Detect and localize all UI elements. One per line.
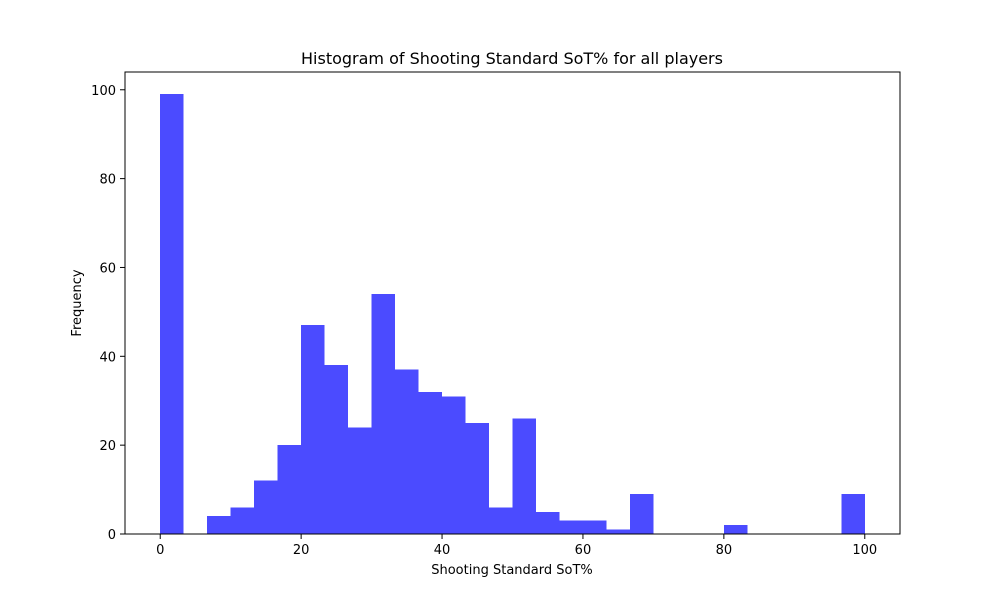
- histogram-bar: [254, 480, 278, 534]
- histogram-bar: [535, 511, 560, 534]
- axes-layer: 0 20 40 60 80 100 0 20 40 60 80 100: [91, 71, 901, 558]
- plot-frame: [124, 71, 901, 535]
- y-tick-label: 60: [99, 261, 116, 276]
- histogram-bar: [582, 520, 607, 534]
- histogram-bar: [418, 391, 443, 534]
- histogram-bar: [629, 494, 654, 534]
- histogram-bar: [207, 516, 231, 534]
- histogram-bar: [395, 369, 419, 534]
- histogram-bar: [160, 94, 184, 535]
- x-tick-label: 0: [156, 543, 164, 558]
- y-tick-label: 100: [91, 84, 116, 99]
- bars-layer: [160, 94, 865, 535]
- histogram-bar: [606, 529, 630, 534]
- histogram-bar: [442, 396, 466, 534]
- histogram-bar: [489, 507, 513, 534]
- x-tick-label: 20: [293, 543, 310, 558]
- histogram-bar: [324, 365, 349, 534]
- y-tick-label: 80: [99, 173, 116, 188]
- histogram-bar: [277, 445, 302, 534]
- y-tick-label: 0: [108, 528, 116, 543]
- histogram-bar: [371, 294, 396, 534]
- x-tick-label: 60: [575, 543, 592, 558]
- histogram-bar: [465, 422, 490, 534]
- y-axis-label: Frequency: [70, 269, 85, 336]
- chart-title: Histogram of Shooting Standard SoT% for …: [301, 49, 723, 68]
- y-tick-label: 40: [99, 350, 116, 365]
- histogram-bar: [230, 507, 255, 534]
- histogram-bar: [841, 494, 865, 534]
- histogram-bar: [559, 520, 583, 534]
- histogram-bar: [723, 525, 748, 534]
- y-tick-label: 20: [99, 439, 116, 454]
- histogram-bar: [348, 427, 372, 534]
- histogram-bar: [512, 418, 536, 534]
- x-axis-label: Shooting Standard SoT%: [431, 563, 593, 578]
- x-tick-label: 100: [852, 543, 877, 558]
- x-tick-label: 80: [716, 543, 733, 558]
- histogram-bar: [301, 325, 325, 534]
- x-tick-label: 40: [434, 543, 451, 558]
